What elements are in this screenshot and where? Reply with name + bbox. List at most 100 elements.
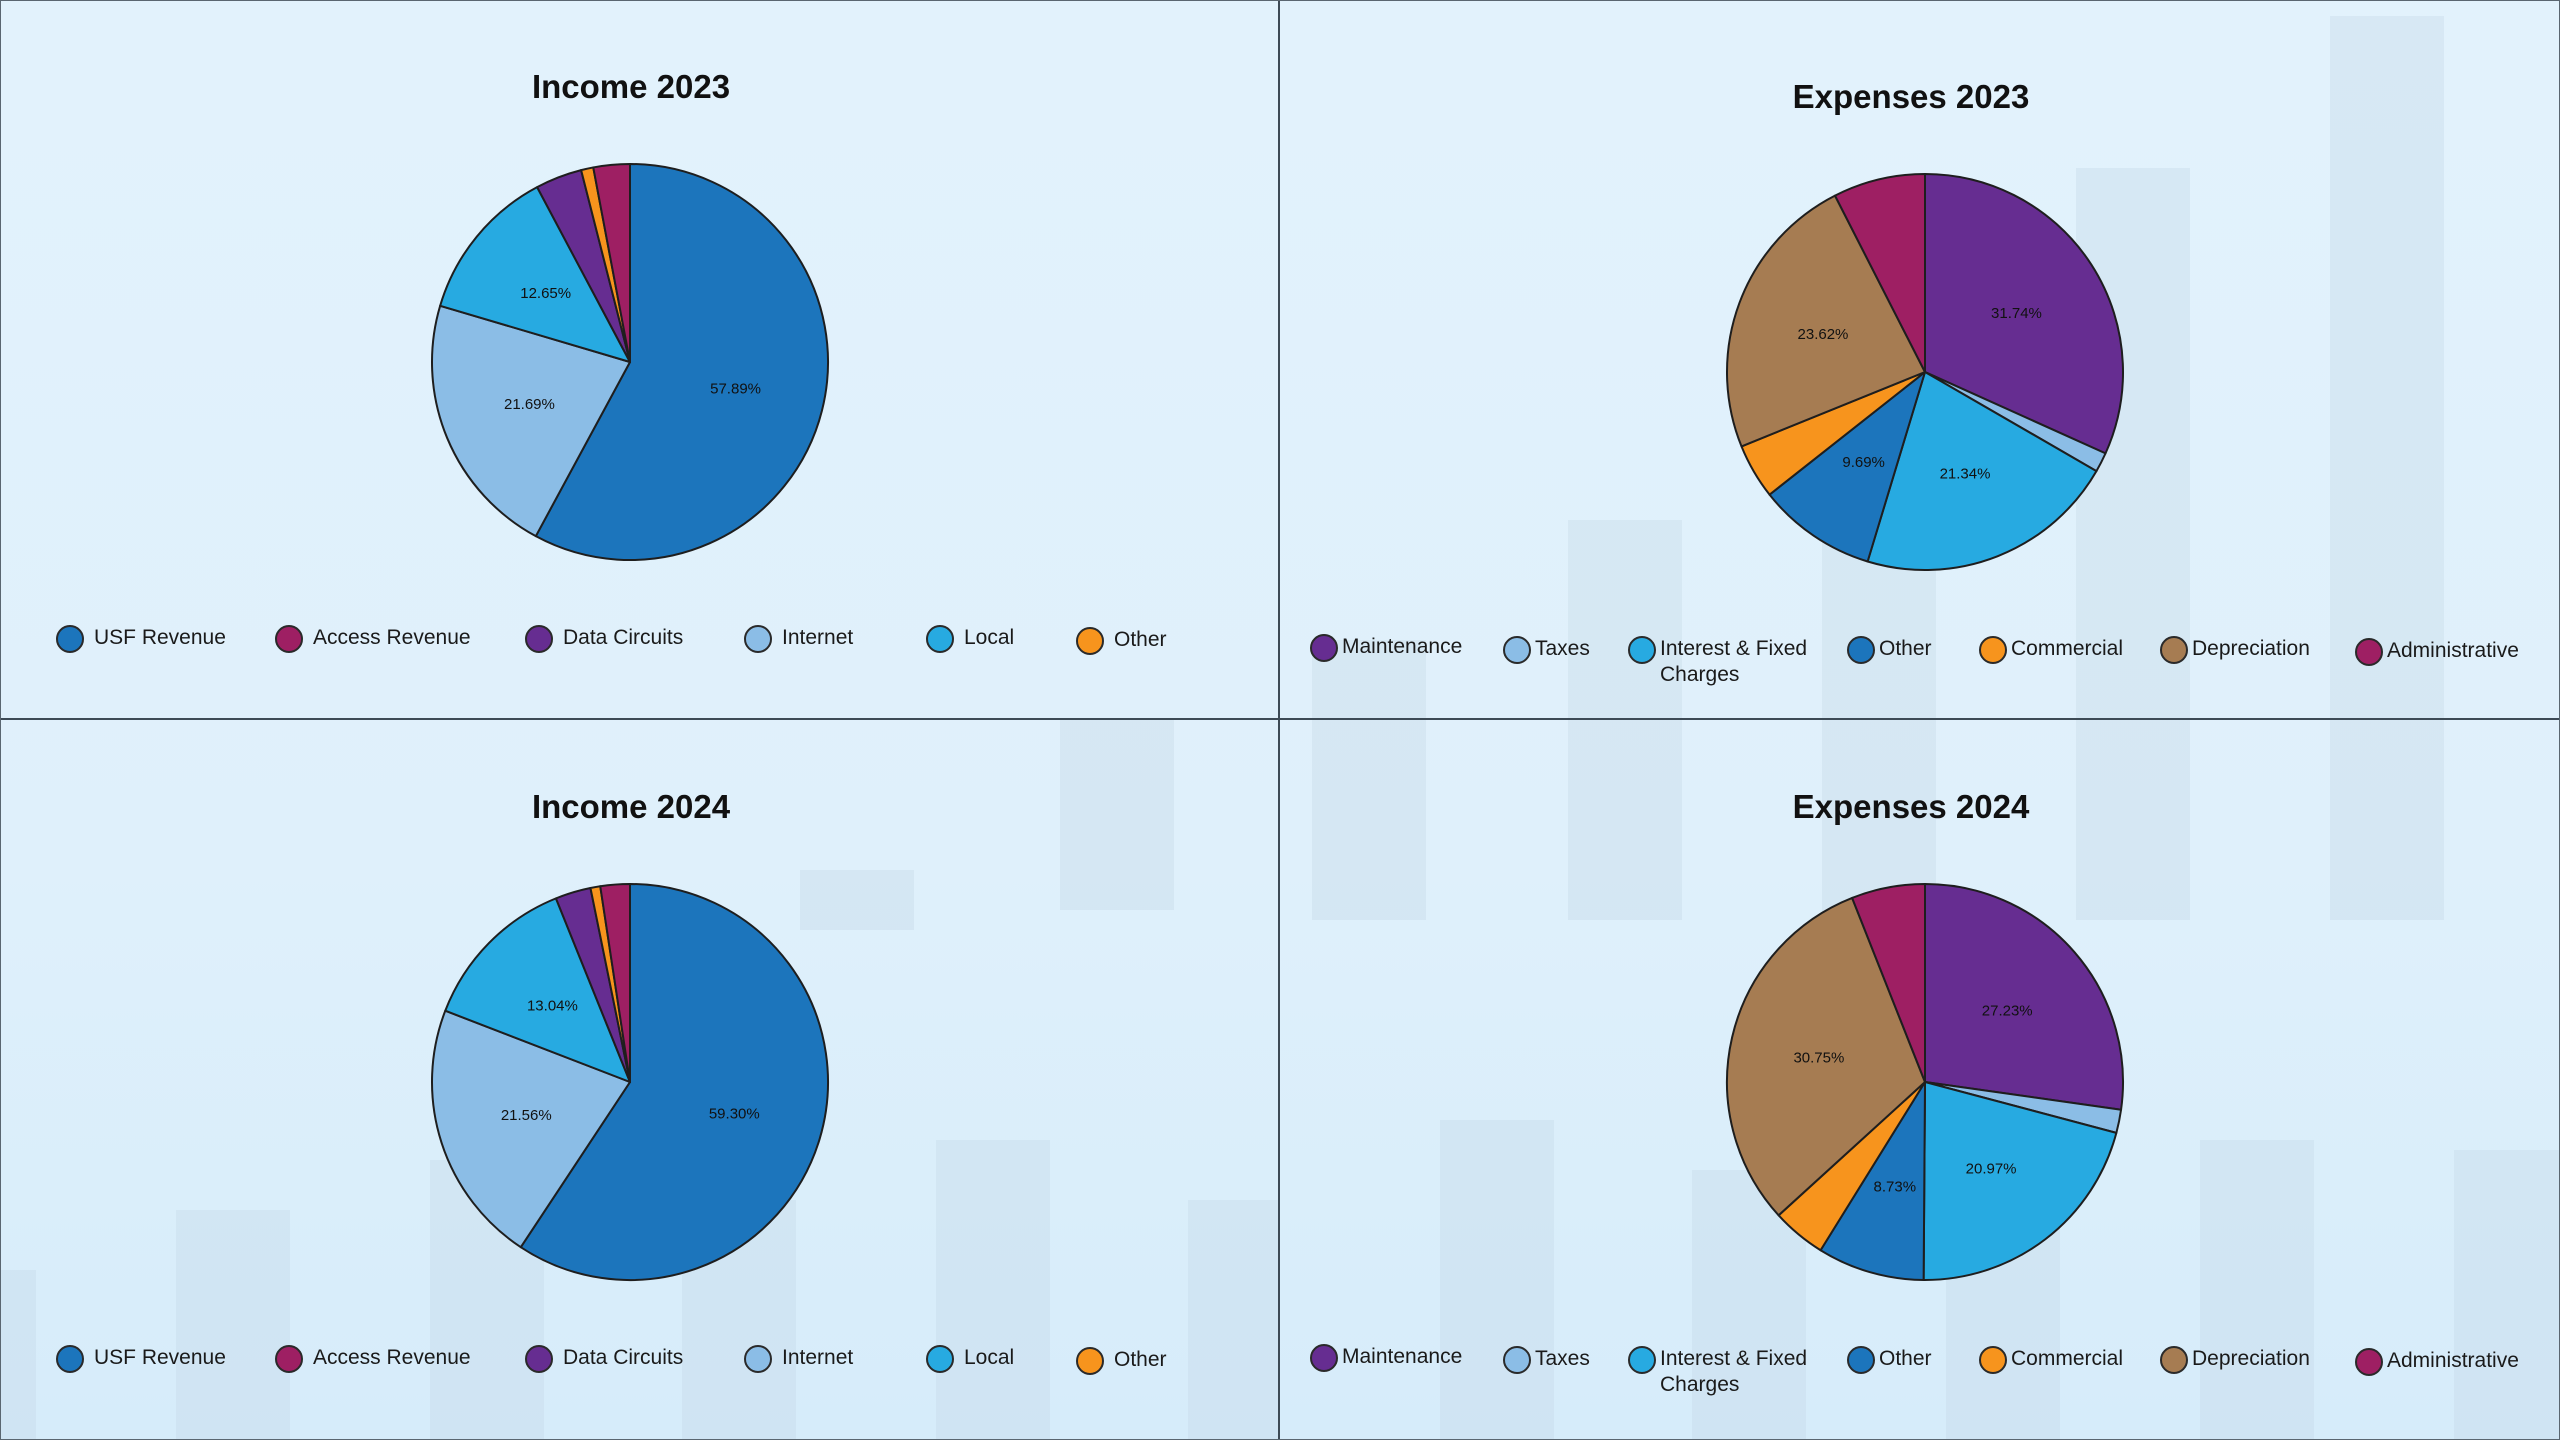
legend-label: Interest & Fixed Charges — [1660, 637, 1808, 686]
legend-label: Commercial — [2011, 1347, 2124, 1370]
legend-swatch — [275, 1345, 303, 1373]
slice-data-label: 57.89% — [710, 381, 761, 398]
legend-label: USF Revenue — [94, 1346, 226, 1369]
pie-slice-access-revenue — [599, 883, 631, 1083]
legend-item-data-circuits[interactable]: Data Circuits — [525, 1345, 683, 1373]
background-bar — [0, 1270, 36, 1440]
pie-slice-usf-revenue — [534, 163, 829, 561]
legend-item-local[interactable]: Local — [926, 1345, 1014, 1373]
legend-label: Other — [1879, 1347, 1932, 1370]
pie-slice-administrative — [1851, 883, 1926, 1083]
legend-label: Administrative — [2387, 1349, 2519, 1372]
legend-swatch — [2355, 638, 2383, 666]
legend-swatch — [1076, 627, 1104, 655]
legend-label: Depreciation — [2192, 637, 2310, 660]
legend-label: Administrative — [2387, 639, 2519, 662]
pie-slice-depreciation — [1726, 194, 1926, 448]
slice-data-label: 21.34% — [1940, 465, 1991, 482]
background-bar — [1188, 1200, 1278, 1440]
slice-data-label: 8.73% — [1874, 1179, 1917, 1196]
expenses-2024-legend: Maintenance Taxes Interest & Fixed Charges… — [1280, 720, 2558, 1438]
income-2024-legend: USF Revenue Access Revenue Data Circuits In… — [0, 720, 1278, 1438]
pie-slice-depreciation — [1726, 896, 1926, 1217]
legend-item-local[interactable]: Local — [926, 625, 1014, 653]
slice-data-label: 31.74% — [1991, 305, 2042, 322]
horizontal-divider — [0, 718, 2560, 720]
legend-item-taxes[interactable]: Taxes — [1503, 636, 1590, 664]
legend-item-interest-fixed-charges[interactable]: Interest & Fixed Charges — [1628, 1346, 1810, 1398]
legend-label: Taxes — [1535, 1347, 1590, 1370]
legend-item-other[interactable]: Other — [1847, 636, 1932, 664]
pie-slice-maintenance — [1924, 883, 2124, 1111]
chart-title: Income 2023 — [531, 68, 731, 105]
background-bar — [1440, 1120, 1554, 1440]
legend-item-other[interactable]: Other — [1847, 1346, 1932, 1374]
slice-data-label: 12.65% — [520, 285, 571, 302]
legend-item-usf-revenue[interactable]: USF Revenue — [56, 625, 226, 653]
chart-title: Income 2024 — [531, 788, 731, 825]
background-bar — [1568, 520, 1682, 920]
slice-data-label: 27.23% — [1982, 1003, 2033, 1020]
background-bar — [2200, 1140, 2314, 1440]
legend-swatch — [1979, 1346, 2007, 1374]
legend-item-depreciation[interactable]: Depreciation — [2160, 1346, 2310, 1374]
legend-item-interest-fixed-charges[interactable]: Interest & Fixed Charges — [1628, 636, 1810, 688]
legend-label: Access Revenue — [313, 1346, 471, 1369]
legend-swatch — [1310, 1344, 1338, 1372]
legend-swatch — [2160, 636, 2188, 664]
legend-swatch — [1847, 636, 1875, 664]
pie-slice-internet — [431, 1009, 631, 1249]
legend-item-access-revenue[interactable]: Access Revenue — [275, 625, 471, 653]
legend-label: Internet — [782, 626, 854, 649]
legend-swatch — [1628, 636, 1656, 664]
legend-label: USF Revenue — [94, 626, 226, 649]
legend-swatch — [275, 625, 303, 653]
slice-data-label: 13.04% — [527, 998, 578, 1015]
slice-data-label: 59.30% — [709, 1105, 760, 1122]
legend-item-other[interactable]: Other — [1076, 627, 1167, 655]
pie-slice-other — [1819, 1081, 1926, 1281]
pie-slice-other — [1768, 371, 1926, 563]
legend-label: Other — [1114, 628, 1167, 651]
background-bar — [800, 870, 914, 930]
expenses-2024-pie: 27.23% 20.97% 8.73% 30.75% — [1726, 883, 2124, 1281]
pie-slice-local — [439, 186, 631, 363]
legend-swatch — [2160, 1346, 2188, 1374]
legend-swatch — [1628, 1346, 1656, 1374]
legend-label: Commercial — [2011, 637, 2124, 660]
income-2024-panel: Income 2024 59.30% 21.56% 13.04% USF Reven… — [0, 720, 1278, 1438]
legend-item-other[interactable]: Other — [1076, 1347, 1167, 1375]
legend-item-internet[interactable]: Internet — [744, 1345, 853, 1373]
legend-swatch — [525, 1345, 553, 1373]
background-bar — [176, 1210, 290, 1440]
pie-slice-administrative — [1833, 173, 1926, 373]
slice-data-label: 9.69% — [1842, 454, 1885, 471]
slice-data-label: 21.69% — [504, 396, 555, 413]
legend-item-usf-revenue[interactable]: USF Revenue — [56, 1345, 226, 1373]
pie-slice-local — [444, 897, 631, 1083]
legend-label: Interest & Fixed Charges — [1660, 1347, 1808, 1396]
legend-item-maintenance[interactable]: Maintenance — [1310, 634, 1462, 662]
legend-swatch — [56, 625, 84, 653]
legend-swatch — [744, 625, 772, 653]
legend-item-depreciation[interactable]: Depreciation — [2160, 636, 2310, 664]
pie-slice-internet — [431, 304, 631, 538]
legend-item-internet[interactable]: Internet — [744, 625, 853, 653]
legend-item-administrative[interactable]: Administrative — [2355, 638, 2519, 666]
pie-slice-access-revenue — [592, 163, 631, 363]
legend-item-maintenance[interactable]: Maintenance — [1310, 1344, 1462, 1372]
legend-item-commercial[interactable]: Commercial — [1979, 1346, 2123, 1374]
legend-item-taxes[interactable]: Taxes — [1503, 1346, 1590, 1374]
legend-item-administrative[interactable]: Administrative — [2355, 1348, 2519, 1376]
vertical-divider — [1278, 0, 1280, 1440]
income-2024-pie: 59.30% 21.56% 13.04% — [431, 883, 829, 1281]
slice-data-label: 23.62% — [1798, 326, 1849, 343]
chart-title: Expenses 2024 — [1792, 788, 2030, 825]
pie-slice-usf-revenue — [519, 883, 829, 1281]
legend-item-commercial[interactable]: Commercial — [1979, 636, 2123, 664]
legend-item-access-revenue[interactable]: Access Revenue — [275, 1345, 471, 1373]
expenses-2024-panel: Expenses 2024 27.23% 20.97% 8.73% 30.75% Ma… — [1280, 720, 2558, 1438]
pie-slice-interest-fixed-charges — [1922, 1081, 2118, 1281]
legend-item-data-circuits[interactable]: Data Circuits — [525, 625, 683, 653]
